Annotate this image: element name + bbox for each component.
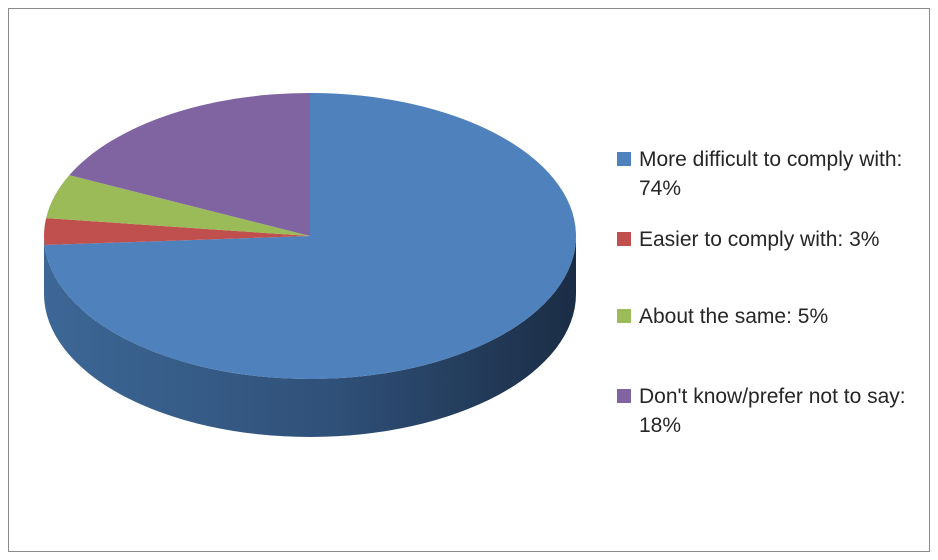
legend-swatch-dont-know [617,389,631,403]
legend-label-more-difficult: More difficult to comply with: 74% [639,148,903,200]
slice-about-same [46,175,311,236]
legend-label-dont-know: Don't know/prefer not to say: 18% [639,385,906,437]
pie-side-wall [44,236,576,437]
chart-area: More difficult to comply with: 74% Easie… [8,8,930,552]
legend-item-dont-know: Don't know/prefer not to say: 18% [617,382,927,440]
legend-label-easier: Easier to comply with: 3% [639,228,880,251]
legend-swatch-more-difficult [617,152,631,166]
slice-dont-know [69,93,310,236]
legend-label-about-same: About the same: 5% [639,305,829,328]
pie-chart [43,93,576,437]
legend-swatch-about-same [617,309,631,323]
legend-item-easier: Easier to comply with: 3% [617,225,927,254]
legend-item-about-same: About the same: 5% [617,302,927,331]
slice-easier [43,218,310,245]
slice-more-difficult [44,93,576,380]
legend-item-more-difficult: More difficult to comply with: 74% [617,145,927,203]
legend-swatch-easier [617,232,631,246]
